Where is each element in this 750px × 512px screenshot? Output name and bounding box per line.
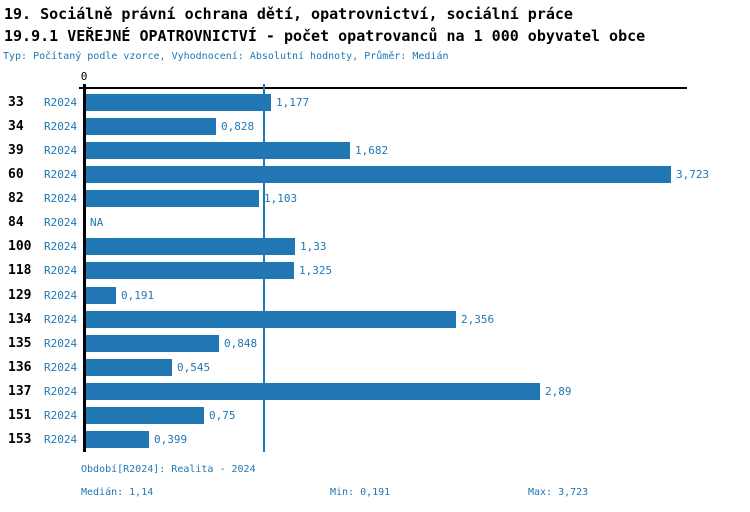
row-category-label: 153: [8, 432, 32, 447]
row-series-label: R2024: [44, 289, 78, 302]
bar-value-label: 1,33: [300, 240, 327, 253]
bar: [86, 407, 204, 424]
stat-max: Max: 3,723: [528, 487, 589, 498]
row-series-label: R2024: [44, 361, 78, 374]
bar-value-label: 0,75: [209, 409, 236, 422]
chart-title-line1: 19. Sociálně právní ochrana dětí, opatro…: [4, 5, 573, 23]
row-category-label: 135: [8, 336, 32, 351]
chart-subtitle: Typ: Počítaný podle vzorce, Vyhodnocení:…: [3, 51, 449, 62]
bar: [86, 118, 216, 135]
bar: [86, 431, 149, 448]
bar-value-label: 1,177: [276, 96, 310, 109]
row-category-label: 118: [8, 263, 32, 278]
bar-value-label: 3,723: [676, 168, 710, 181]
bar-value-label: 1,325: [299, 264, 333, 277]
bar: [86, 383, 540, 400]
y-axis-line: [83, 84, 86, 452]
x-axis-zero-tick-label: 0: [80, 70, 88, 83]
row-series-label: R2024: [44, 96, 78, 109]
row-series-label: R2024: [44, 120, 78, 133]
row-category-label: 136: [8, 360, 32, 375]
stat-min: Min: 0,191: [330, 487, 391, 498]
bar: [86, 335, 219, 352]
bar: [86, 238, 295, 255]
row-series-label: R2024: [44, 168, 78, 181]
row-series-label: R2024: [44, 313, 78, 326]
stat-median: Medián: 1,14: [81, 487, 154, 498]
row-category-label: 34: [8, 119, 24, 134]
row-category-label: 100: [8, 239, 32, 254]
row-series-label: R2024: [44, 409, 78, 422]
row-category-label: 39: [8, 143, 24, 158]
row-category-label: 129: [8, 288, 32, 303]
bar: [86, 190, 259, 207]
bar-value-label: 2,89: [545, 385, 572, 398]
bar: [86, 262, 294, 279]
bar-value-label: 1,103: [264, 192, 298, 205]
row-category-label: 137: [8, 384, 32, 399]
bar: [86, 359, 172, 376]
bar-value-label: 2,356: [461, 313, 495, 326]
bar-value-label: 0,848: [224, 337, 258, 350]
row-category-label: 60: [8, 167, 24, 182]
bar: [86, 94, 271, 111]
bar: [86, 166, 671, 183]
bar: [86, 311, 456, 328]
bar: [86, 287, 116, 304]
row-series-label: R2024: [44, 264, 78, 277]
row-series-label: R2024: [44, 192, 78, 205]
bar-value-label: 0,828: [221, 120, 255, 133]
plot-area: 0 33 R2024 1,177 34 R2024 0,828 39 R2024 1,682 60…: [8, 70, 710, 452]
row-category-label: 151: [8, 408, 32, 423]
row-series-label: R2024: [44, 385, 78, 398]
bar-value-label: 0,399: [154, 433, 188, 446]
bar-value-label: 0,191: [121, 289, 155, 302]
x-axis-line: [79, 87, 687, 89]
legend-period: Období[R2024]: Realita - 2024: [81, 464, 256, 475]
chart-title-line2: 19.9.1 VEŘEJNÉ OPATROVNICTVÍ - počet opa…: [4, 27, 646, 45]
row-series-label: R2024: [44, 433, 78, 446]
row-series-label: R2024: [44, 144, 78, 157]
bar-value-label: 1,682: [355, 144, 389, 157]
row-category-label: 84: [8, 215, 24, 230]
row-series-label: R2024: [44, 337, 78, 350]
bar-value-label: 0,545: [177, 361, 211, 374]
row-category-label: 134: [8, 312, 32, 327]
row-category-label: 82: [8, 191, 24, 206]
row-category-label: 33: [8, 95, 24, 110]
row-series-label: R2024: [44, 216, 78, 229]
bar: [86, 142, 350, 159]
row-series-label: R2024: [44, 240, 78, 253]
bar-value-label: NA: [90, 216, 104, 229]
